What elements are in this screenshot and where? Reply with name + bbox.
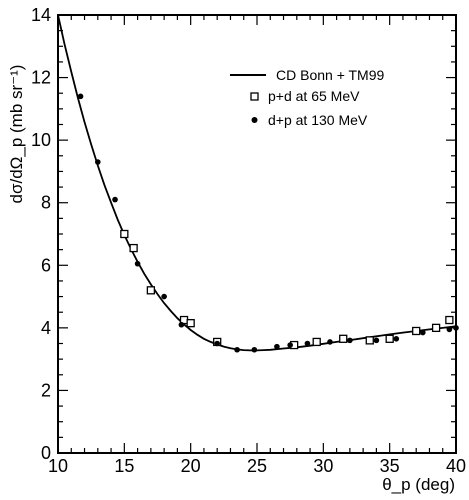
dp-130mev-point xyxy=(178,321,185,328)
legend-label-pd: p+d at 65 MeV xyxy=(268,88,360,104)
dp-130mev-point xyxy=(446,326,453,333)
dp-130mev-point xyxy=(327,339,333,345)
x-tick-label: 25 xyxy=(247,456,267,476)
dp-130mev-point xyxy=(214,340,220,347)
x-axis-title: θ_p (deg) xyxy=(382,475,455,494)
pd-65mev-point xyxy=(339,334,348,343)
dp-130mev-point xyxy=(393,336,400,342)
dp-130mev-point xyxy=(304,340,311,347)
dp-130mev-point xyxy=(347,337,353,344)
dp-130mev-point xyxy=(77,93,84,100)
y-tick-label: 14 xyxy=(31,5,51,25)
pd-65mev-point xyxy=(120,229,129,239)
x-tick-label: 35 xyxy=(380,456,400,476)
x-tick-label: 15 xyxy=(114,456,134,476)
legend: CD Bonn + TM99 p+d at 65 MeV d+p at 130 … xyxy=(230,67,385,128)
legend-label-dp: d+p at 130 MeV xyxy=(268,112,368,128)
pd-65mev-point xyxy=(365,336,374,345)
dp-130mev-point xyxy=(420,329,426,336)
dp-130mev-point xyxy=(274,343,280,350)
dp-130mev-point xyxy=(95,159,101,165)
x-tick-label: 30 xyxy=(313,456,333,476)
pd-65mev-point xyxy=(129,243,138,253)
y-tick-label: 12 xyxy=(31,68,51,88)
dp-130mev-point xyxy=(161,293,167,300)
y-tick-label: 2 xyxy=(41,380,51,400)
tick-labels: 10 15 20 25 30 35 40 0 2 4 6 8 10 12 14 xyxy=(31,5,466,476)
dp-130mev-point xyxy=(234,346,240,353)
x-tick-label: 20 xyxy=(181,456,201,476)
pd-65mev-point xyxy=(146,286,156,295)
pd-65mev-point xyxy=(445,315,454,325)
pd-65mev-point xyxy=(412,326,421,336)
axis-ticks xyxy=(57,14,457,454)
y-tick-label: 6 xyxy=(41,255,51,275)
dp-130mev-point xyxy=(287,342,293,348)
pd-65mev-point xyxy=(431,323,441,333)
y-tick-label: 0 xyxy=(41,443,51,463)
dp-130mev-point xyxy=(251,346,258,353)
dp-130mev-point xyxy=(373,337,380,344)
y-tick-label: 10 xyxy=(31,130,51,150)
y-tick-label: 8 xyxy=(41,193,51,213)
x-tick-label: 10 xyxy=(48,456,68,476)
dp-130mev-point xyxy=(134,260,141,267)
legend-square-swatch xyxy=(250,92,259,101)
pd-65mev-point xyxy=(312,337,321,347)
model-curve-line xyxy=(57,14,457,352)
legend-label-model: CD Bonn + TM99 xyxy=(276,67,385,83)
dp-130mev-point xyxy=(453,325,459,331)
pd-65mev-point xyxy=(385,334,394,343)
pd-65mev-point xyxy=(186,319,195,328)
legend-dot-swatch xyxy=(251,117,258,123)
y-tick-label: 4 xyxy=(41,318,51,338)
series-layer xyxy=(57,14,459,353)
plot-frame xyxy=(57,14,457,454)
dp-130mev-point xyxy=(112,196,118,203)
y-axis-title: dσ/dΩ_p (mb sr⁻¹) xyxy=(7,65,26,204)
x-tick-label: 40 xyxy=(446,456,466,476)
